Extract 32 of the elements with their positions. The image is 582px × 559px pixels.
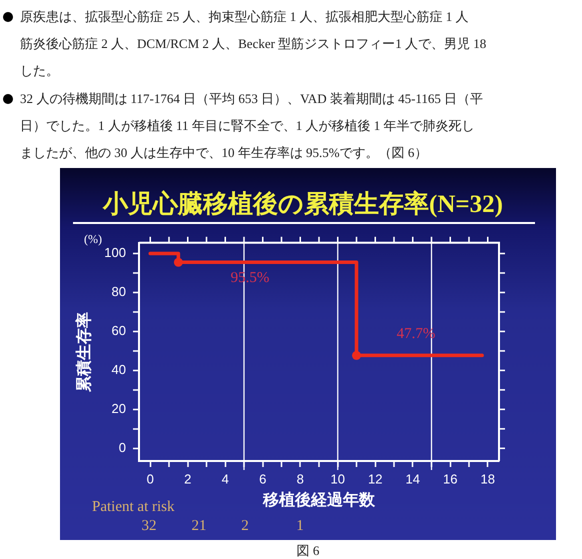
x-tick-label: 16	[443, 471, 458, 486]
x-tick-label: 12	[368, 471, 382, 486]
x-tick-label: 18	[480, 471, 495, 486]
text: 32 人の待機期間は 117-1764 日（平均 653 日）、VAD 装着期間は 45-1165 日（平	[20, 90, 484, 107]
x-tick-label: 10	[330, 471, 345, 486]
chart-title: 小児心臓移植後の累積生存率(N=32)	[102, 191, 504, 219]
text: Patient at risk	[92, 499, 174, 516]
caption: 図 6	[296, 543, 320, 558]
x-tick-label: 6	[259, 471, 266, 486]
x-tick-label: 2	[184, 471, 192, 486]
x-tick-label: 14	[406, 471, 420, 486]
text: 21	[190, 518, 208, 535]
x-tick-label: 8	[296, 471, 304, 486]
y-axis-title: 累積生存率	[74, 312, 94, 393]
y-tick-label: 60	[112, 323, 126, 338]
x-axis-title: 移植後経過年数	[262, 490, 376, 509]
text: 原疾患は、拡張型心筋症 25 人、拘束型心筋症 1 人、拡張相肥大型心筋症 1 人	[20, 9, 468, 25]
text: ましたが、他の 30 人は生存中で、10 年生存率は 95.5%です。（図 6）	[20, 145, 428, 161]
y-tick-label: 20	[112, 400, 126, 416]
y-tick-label: 0	[118, 440, 126, 455]
text: 32	[140, 518, 158, 535]
y-tick-label: 80	[112, 284, 126, 300]
x-tick-label: 0	[146, 471, 154, 486]
text: 2	[240, 518, 250, 535]
text: した。	[20, 63, 59, 80]
y-tick-label: 40	[112, 362, 126, 377]
text: 日）でした。1 人が移植後 11 年目に腎不全で、1 人が移植後 1 年半で肺炎死し	[20, 118, 475, 134]
text: 1	[295, 518, 305, 535]
y-tick-label: 100	[104, 245, 126, 260]
text: 筋炎後心筋症 2 人、DCM/RCM 2 人、Becker 型筋ジストロフィー1 人で、男児 18	[20, 36, 486, 52]
text: (%)	[84, 232, 102, 246]
x-tick-label: 4	[222, 471, 229, 486]
